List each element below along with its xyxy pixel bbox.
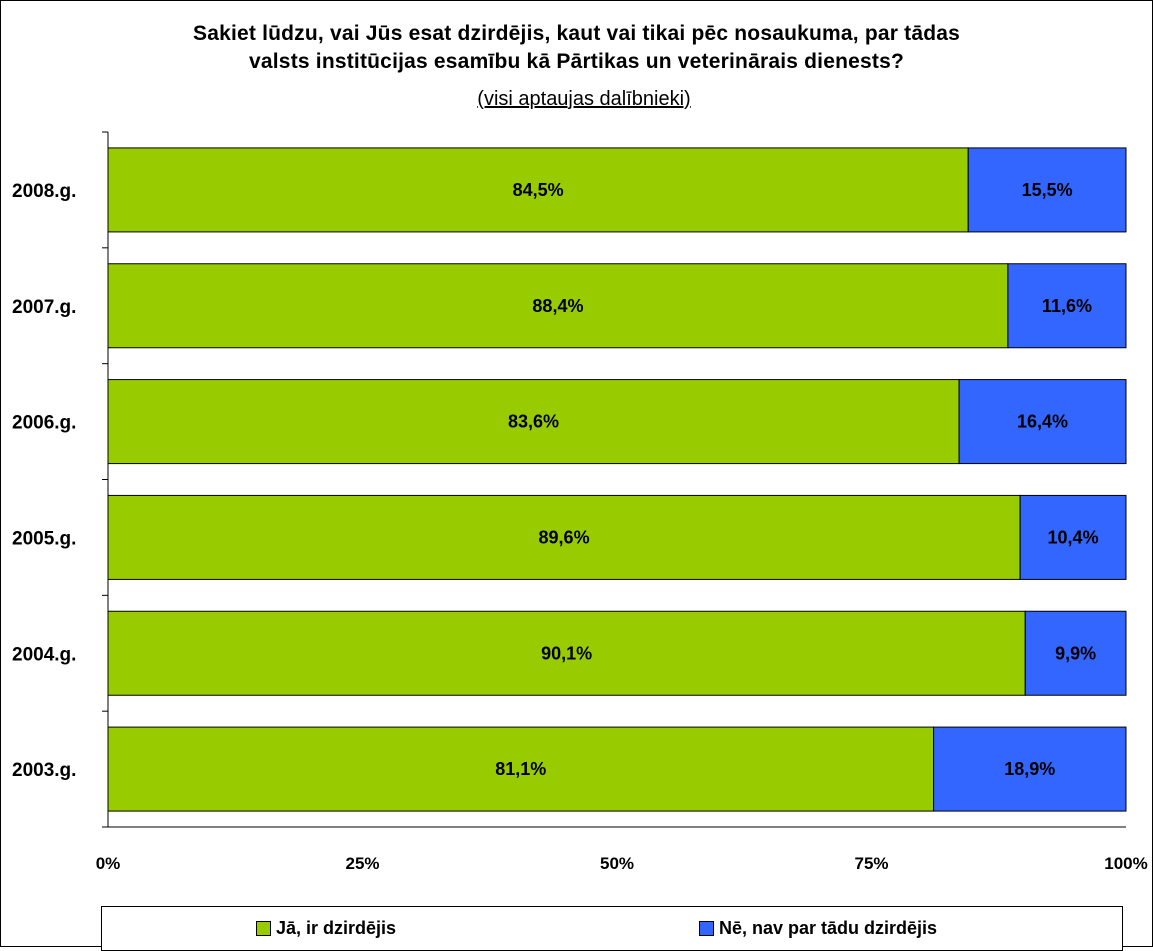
data-label-yes: 90,1% [541, 643, 592, 663]
legend-item-yes: Jā, ir dzirdējis [256, 918, 396, 939]
data-label-yes: 81,1% [495, 759, 546, 779]
data-label-no: 15,5% [1022, 180, 1073, 200]
bar-no [967, 147, 1127, 233]
chart-title: Sakiet lūdzu, vai Jūs esat dzirdējis, ka… [0, 20, 1153, 76]
data-label-yes: 89,6% [539, 527, 590, 547]
bar-yes [107, 726, 935, 812]
bar-no [1007, 263, 1127, 349]
category-label: 2003.g. [12, 760, 76, 781]
legend-swatch-yes [256, 921, 271, 936]
bar-yes [107, 263, 1009, 349]
category-label: 2008.g. [12, 181, 76, 202]
legend: Jā, ir dzirdējis Nē, nav par tādu dzirdē… [101, 906, 1123, 951]
category-label: 2004.g. [12, 644, 76, 665]
data-label-no: 16,4% [1017, 412, 1068, 432]
bar-no [933, 726, 1127, 812]
bar-yes [107, 610, 1026, 696]
x-tick-label: 25% [345, 854, 379, 873]
chart-title-line-2: valsts institūcijas esamību kā Pārtikas … [249, 50, 904, 73]
x-tick-label: 100% [1104, 854, 1147, 873]
chart-subtitle: (visi aptaujas dalībnieki) [477, 88, 691, 110]
bar-yes [107, 147, 969, 233]
chart-title-line-1: Sakiet lūdzu, vai Jūs esat dzirdējis, ka… [192, 22, 961, 45]
data-label-yes: 84,5% [513, 180, 564, 200]
x-tick-label: 75% [854, 854, 888, 873]
legend-swatch-no [699, 921, 714, 936]
bar-no [1019, 494, 1127, 580]
x-tick-label: 50% [600, 854, 634, 873]
category-label: 2007.g. [12, 297, 76, 318]
x-tick-label: 0% [96, 854, 121, 873]
legend-label-no: Nē, nav par tādu dzirdējis [719, 918, 938, 938]
bar-no [1024, 610, 1127, 696]
legend-label-yes: Jā, ir dzirdējis [276, 918, 397, 938]
data-label-no: 10,4% [1048, 527, 1099, 547]
category-label: 2006.g. [12, 413, 76, 434]
bar-no [958, 379, 1127, 465]
bar-yes [107, 379, 960, 465]
data-label-no: 18,9% [1004, 759, 1055, 779]
data-label-no: 9,9% [1055, 643, 1096, 663]
data-label-yes: 88,4% [532, 296, 583, 316]
data-label-yes: 83,6% [508, 412, 559, 432]
category-label: 2005.g. [12, 528, 76, 549]
legend-item-no: Nē, nav par tādu dzirdējis [699, 918, 937, 939]
data-label-no: 11,6% [1042, 296, 1092, 316]
